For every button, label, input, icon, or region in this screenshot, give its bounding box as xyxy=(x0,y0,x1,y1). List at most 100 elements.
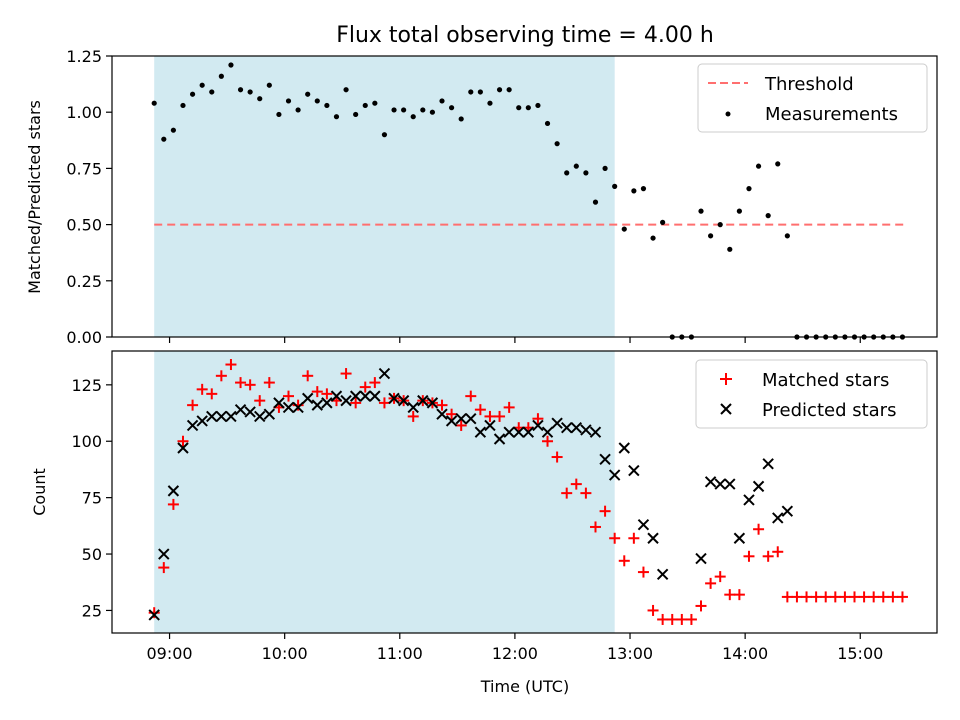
predicted-star-point xyxy=(426,397,439,409)
matched-star-point xyxy=(609,532,621,544)
matched-star-point xyxy=(858,591,870,603)
predicted-star-mark-b xyxy=(752,480,765,493)
matched-star-point xyxy=(849,591,860,603)
count-x-axis: 09:00 10:00 11:00 12:00 13:00 14:00 15:00 xyxy=(147,633,883,663)
matched-star-point xyxy=(810,591,822,603)
predicted-star-mark-b xyxy=(167,485,180,497)
ratio-y-axis: 0.00 0.25 0.50 0.75 1.00 1.25 xyxy=(66,47,112,347)
matched-star-point xyxy=(781,591,793,603)
measurement-point xyxy=(170,127,176,133)
matched-star-point xyxy=(206,388,218,400)
matched-star-point xyxy=(580,487,592,499)
predicted-star-mark-b xyxy=(695,552,707,565)
matched-star-point xyxy=(254,395,266,407)
predicted-star-point xyxy=(752,480,765,493)
predicted-star-mark-b xyxy=(158,548,170,560)
measurement-point xyxy=(468,89,474,95)
matched-star-point xyxy=(839,591,851,603)
measurement-point xyxy=(775,161,781,167)
predicted-star-point xyxy=(532,419,544,432)
matched-star-point xyxy=(618,555,630,567)
y-tick-label: 0.50 xyxy=(66,216,102,235)
predicted-star-mark-b xyxy=(330,390,343,402)
measurement-point xyxy=(189,91,196,97)
predicted-star-point xyxy=(580,424,592,436)
matched-star-point xyxy=(657,613,669,625)
matched-star-point xyxy=(542,435,554,447)
predicted-star-mark-b xyxy=(781,505,794,517)
matched-star-point xyxy=(791,591,803,603)
predicted-star-point xyxy=(656,568,669,581)
predicted-star-point xyxy=(186,419,199,432)
ratio-x-ticks xyxy=(168,337,861,343)
y-tick-label: 75 xyxy=(82,489,102,508)
predicted-star-point xyxy=(445,415,458,427)
predicted-star-mark-b xyxy=(522,426,535,438)
measurement-point xyxy=(583,170,589,176)
predicted-star-point xyxy=(704,476,717,488)
y-tick-label: 0.75 xyxy=(66,159,102,178)
measurement-point xyxy=(257,96,263,102)
predicted-star-mark-b xyxy=(561,421,573,434)
predicted-star-mark-b xyxy=(263,408,276,420)
measurements-legend-label: Measurements xyxy=(765,104,898,125)
predicted-star-point xyxy=(608,469,621,481)
observing-window-shade-bottom xyxy=(154,351,615,633)
predicted-star-point xyxy=(724,478,736,490)
matched-star-point xyxy=(647,604,659,616)
measurement-point xyxy=(631,188,637,194)
measurement-point xyxy=(564,170,570,176)
measurement-point xyxy=(381,132,388,138)
ratio-panel: 0.00 0.25 0.50 0.75 1.00 1.25 Matched/Predict… xyxy=(25,47,938,347)
predicted-star-mark-b xyxy=(301,392,314,405)
measurements-legend-swatch xyxy=(725,111,731,117)
observing-window-region xyxy=(154,56,615,337)
predicted-star-mark-b xyxy=(407,401,419,414)
matched-star-point xyxy=(167,498,179,510)
predicted-star-mark-b xyxy=(359,390,371,402)
predicted-star-mark-b xyxy=(349,390,362,402)
predicted-star-point xyxy=(618,442,630,454)
matched-star-point xyxy=(714,571,726,583)
matched-star-point xyxy=(868,591,880,603)
matched-star-point xyxy=(695,600,707,612)
matched-star-point xyxy=(637,566,649,578)
predicted-star-point xyxy=(196,415,208,427)
predicted-star-point xyxy=(733,532,746,544)
measurement-point xyxy=(305,91,311,97)
predicted-star-point xyxy=(407,401,419,414)
predicted-star-mark-b xyxy=(254,410,266,423)
predicted-star-point xyxy=(369,390,381,402)
matched-star-point xyxy=(177,435,189,447)
measurement-point xyxy=(372,100,378,106)
matched-star-point xyxy=(877,591,889,603)
measurement-point xyxy=(410,114,416,120)
predicted-star-point xyxy=(743,494,755,506)
count-legend: Matched stars Predicted stars xyxy=(695,359,928,429)
matched-star-point xyxy=(474,404,486,416)
matched-star-point xyxy=(455,419,467,431)
predicted-star-mark-b xyxy=(647,532,659,544)
matched-star-point xyxy=(378,397,390,409)
predicted-star-mark-b xyxy=(369,390,381,402)
x-axis-label: Time (UTC) xyxy=(480,677,569,696)
matched-star-point xyxy=(561,487,573,499)
matched-star-point xyxy=(494,410,506,422)
measurement-point xyxy=(612,183,618,189)
measurement-point xyxy=(343,87,349,93)
predicted-star-point xyxy=(551,417,563,429)
predicted-star-mark-b xyxy=(244,406,256,418)
predicted-star-point xyxy=(484,419,496,432)
matched-star-point xyxy=(244,379,256,391)
predicted-star-mark-b xyxy=(474,426,487,438)
predicted-star-point xyxy=(436,408,448,420)
predicted-star-point xyxy=(167,485,180,497)
measurement-point xyxy=(285,98,292,104)
x-tick-label: 13:00 xyxy=(607,644,653,663)
predicted-star-point xyxy=(321,397,333,409)
y-tick-label: 25 xyxy=(82,601,102,620)
measurement-point xyxy=(247,89,253,95)
measurement-point xyxy=(496,87,503,93)
predicted-star-point xyxy=(561,421,573,434)
measurement-point xyxy=(420,107,426,113)
